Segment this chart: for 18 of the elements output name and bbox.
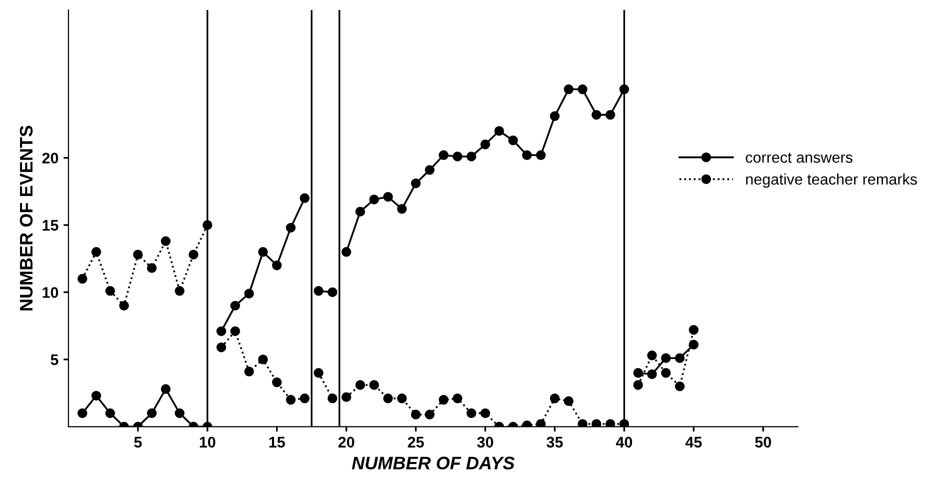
y-tick-label: 20 xyxy=(42,152,58,164)
x-tick-label: 30 xyxy=(477,436,494,448)
legend-label: correct answers xyxy=(746,152,852,163)
y-tick-label: 15 xyxy=(42,220,58,231)
x-tick-label: 25 xyxy=(408,436,424,448)
x-tick-label: 15 xyxy=(269,436,285,448)
y-tick-label: 10 xyxy=(42,287,58,298)
x-tick-label: 20 xyxy=(338,436,354,448)
x-tick-label: 35 xyxy=(546,436,563,448)
x-axis-title: NUMBER OF DAYS xyxy=(352,456,515,470)
x-tick-label: 45 xyxy=(685,436,702,448)
legend-label: negative teacher remarks xyxy=(746,173,917,188)
y-axis-title: NUMBER OF EVENTS xyxy=(20,126,33,310)
x-tick-label: 5 xyxy=(134,436,142,448)
x-tick-label: 50 xyxy=(755,436,772,448)
x-tick-label: 10 xyxy=(200,436,216,448)
x-tick-label: 40 xyxy=(616,436,632,448)
y-tick-label: 5 xyxy=(50,354,58,366)
